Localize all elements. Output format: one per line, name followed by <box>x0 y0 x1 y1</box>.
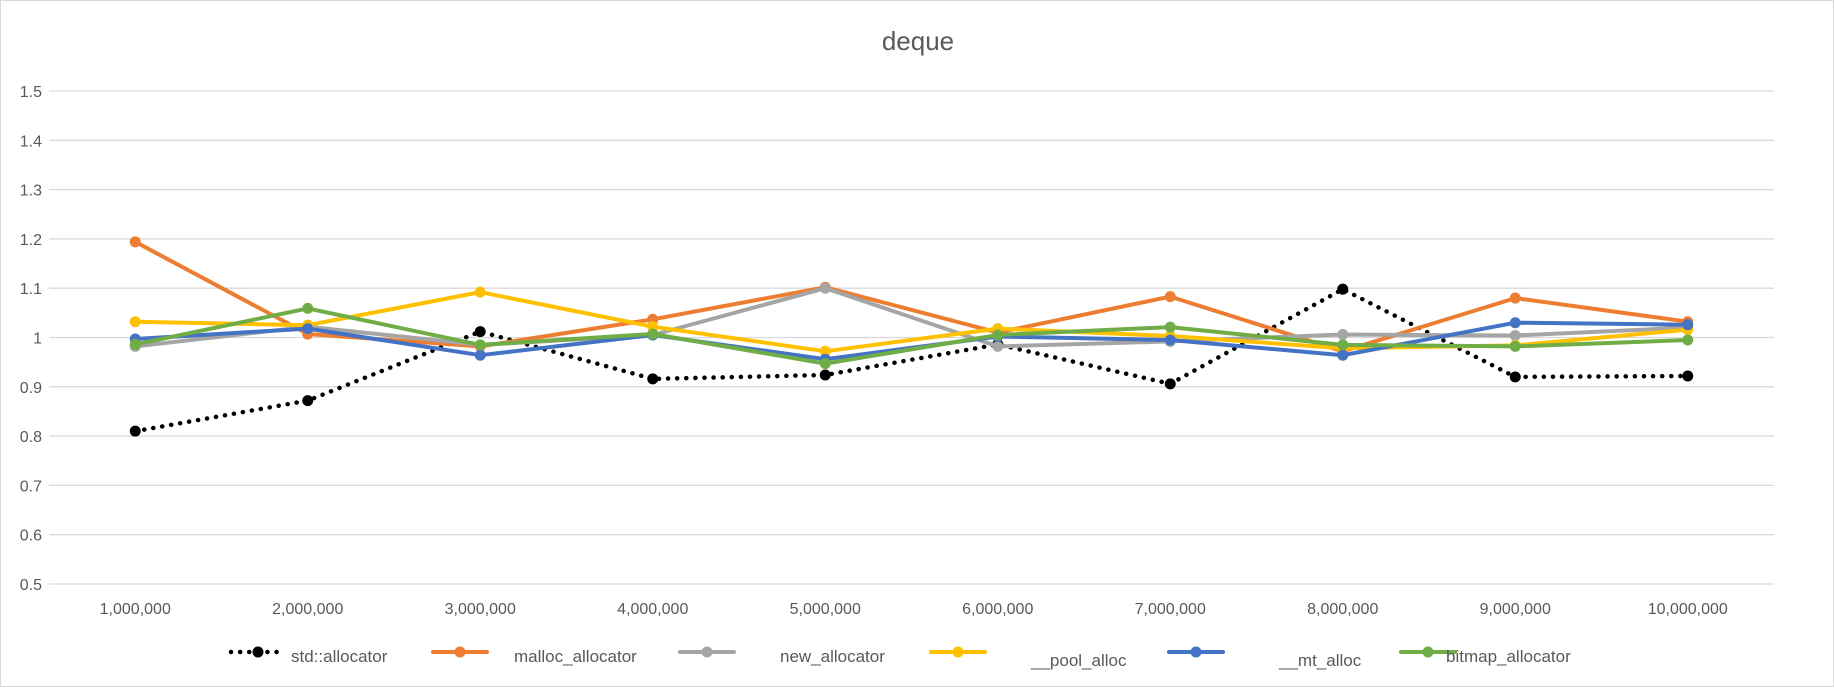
x-tick-label: 8,000,000 <box>1307 601 1378 618</box>
y-tick-label: 1.4 <box>20 133 42 150</box>
data-point <box>1509 292 1521 304</box>
data-point <box>1337 329 1349 341</box>
y-tick-label: 1.1 <box>20 281 42 298</box>
y-tick-label: 0.7 <box>20 478 42 495</box>
x-tick-label: 4,000,000 <box>617 601 688 618</box>
data-point <box>302 395 314 407</box>
data-point <box>129 425 141 437</box>
data-point <box>1337 339 1349 351</box>
legend-label: new_allocator <box>780 647 885 666</box>
legend-item: __mt_alloc <box>1167 646 1362 670</box>
y-tick-label: 1.2 <box>20 232 42 249</box>
data-point <box>1509 317 1521 329</box>
legend-label: bitmap_allocator <box>1446 647 1571 666</box>
data-point <box>1164 291 1176 303</box>
data-point <box>1509 340 1521 352</box>
data-point <box>647 373 659 385</box>
legend-swatch-marker <box>952 646 964 658</box>
legend-label: malloc_allocator <box>514 647 637 666</box>
data-point <box>992 329 1004 341</box>
data-point <box>474 286 486 298</box>
data-point <box>474 326 486 338</box>
data-point <box>1682 370 1694 382</box>
data-point <box>1509 371 1521 383</box>
x-axis-tick-labels: 1,000,000 2,000,000 3,000,000 4,000,000 5,00… <box>100 601 1728 618</box>
legend-swatch-marker <box>701 646 713 658</box>
legend-swatch-marker <box>1190 646 1202 658</box>
data-point <box>819 358 831 370</box>
data-point <box>1164 334 1176 346</box>
data-point <box>1164 321 1176 333</box>
y-tick-label: 0.8 <box>20 429 42 446</box>
x-tick-label: 3,000,000 <box>445 601 516 618</box>
data-point <box>819 369 831 381</box>
data-point <box>302 302 314 314</box>
data-point <box>819 345 831 357</box>
series-0 <box>129 283 1694 437</box>
y-tick-label: 0.9 <box>20 380 42 397</box>
data-point <box>474 349 486 361</box>
legend-item: std::allocator <box>228 646 388 666</box>
data-point <box>647 328 659 340</box>
legend-item: malloc_allocator <box>431 646 637 666</box>
data-point <box>1337 283 1349 295</box>
legend-label: __mt_alloc <box>1278 651 1362 670</box>
data-point <box>992 340 1004 352</box>
series-5 <box>129 302 1694 370</box>
series-line <box>133 306 1690 366</box>
y-tick-label: 1 <box>33 331 42 348</box>
chart-title: deque <box>882 26 954 56</box>
y-tick-label: 1.5 <box>20 84 42 101</box>
legend-swatch-marker <box>252 646 264 658</box>
data-point <box>129 316 141 328</box>
legend-item: new_allocator <box>678 646 885 666</box>
x-tick-label: 6,000,000 <box>962 601 1033 618</box>
data-point <box>474 339 486 351</box>
legend-label: std::allocator <box>291 647 388 666</box>
x-tick-label: 1,000,000 <box>100 601 171 618</box>
legend: std::allocator malloc_allocator new_alloca… <box>228 646 1571 670</box>
x-tick-label: 2,000,000 <box>272 601 343 618</box>
y-axis-tick-labels: 0.5 0.6 0.7 0.8 0.9 1 1.1 1.2 1.3 1.4 1.5 <box>20 84 42 594</box>
legend-item: __pool_alloc <box>929 646 1127 670</box>
legend-item: bitmap_allocator <box>1399 646 1571 666</box>
y-tick-label: 1.3 <box>20 183 42 200</box>
series-group <box>129 236 1694 437</box>
legend-swatch-marker <box>1422 646 1434 658</box>
data-point <box>1682 319 1694 331</box>
x-tick-label: 10,000,000 <box>1648 601 1728 618</box>
data-point <box>1164 378 1176 390</box>
data-point <box>1337 349 1349 361</box>
series-line <box>133 286 1690 349</box>
data-point <box>302 323 314 335</box>
data-point <box>819 282 831 294</box>
y-tick-label: 0.5 <box>20 577 42 594</box>
data-point <box>129 236 141 248</box>
data-point <box>1509 330 1521 342</box>
data-point <box>1682 334 1694 346</box>
legend-swatch-marker <box>454 646 466 658</box>
y-tick-label: 0.6 <box>20 528 42 545</box>
x-tick-label: 9,000,000 <box>1480 601 1551 618</box>
x-tick-label: 5,000,000 <box>790 601 861 618</box>
legend-label: __pool_alloc <box>1030 651 1127 670</box>
data-point <box>129 338 141 350</box>
x-tick-label: 7,000,000 <box>1135 601 1206 618</box>
